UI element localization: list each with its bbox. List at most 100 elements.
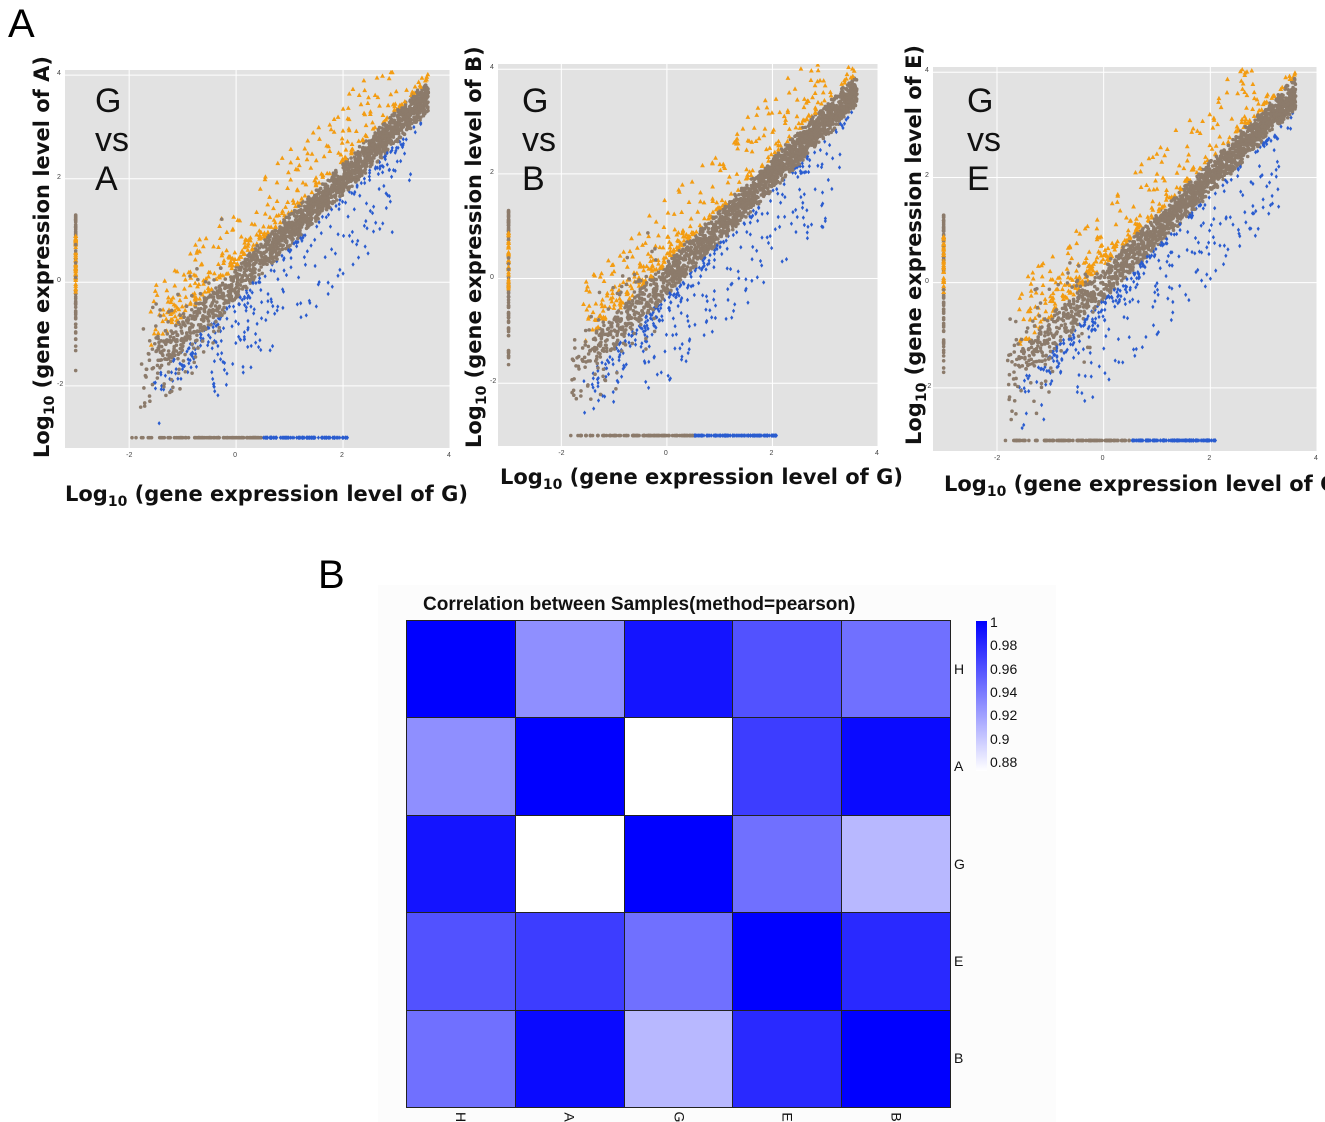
data-point	[245, 247, 251, 252]
data-point	[364, 164, 369, 169]
data-point	[289, 255, 293, 261]
data-point	[383, 117, 389, 122]
data-point	[341, 180, 346, 184]
data-point	[842, 80, 848, 85]
data-point	[389, 174, 394, 179]
data-point	[266, 435, 270, 440]
data-point	[710, 235, 714, 239]
data-point	[356, 238, 360, 244]
data-point	[335, 198, 339, 202]
data-point	[163, 316, 169, 321]
data-point	[216, 329, 221, 333]
data-point	[805, 156, 809, 161]
data-point	[279, 155, 285, 160]
data-point	[656, 270, 661, 274]
data-point	[844, 71, 850, 77]
data-point	[627, 295, 632, 301]
data-point	[279, 210, 285, 216]
data-point	[270, 343, 275, 349]
data-point	[209, 322, 213, 327]
x-axis-label: Log10 (gene expression level of G)	[65, 482, 468, 511]
data-point	[616, 348, 620, 354]
data-point	[751, 208, 755, 213]
data-point	[745, 201, 750, 205]
data-point	[399, 142, 403, 147]
data-point	[609, 271, 615, 276]
data-point	[174, 343, 179, 348]
data-point	[387, 167, 392, 172]
data-point	[295, 167, 301, 172]
data-point	[141, 435, 145, 440]
data-point	[366, 94, 371, 100]
data-point	[246, 241, 251, 246]
data-point	[798, 163, 802, 169]
data-point	[343, 169, 347, 174]
data-point	[231, 288, 235, 293]
data-point	[73, 316, 78, 321]
data-point	[305, 249, 309, 254]
data-point	[328, 179, 332, 183]
data-point	[193, 317, 198, 321]
data-point	[223, 277, 228, 281]
data-point	[730, 227, 735, 232]
data-point	[653, 272, 658, 276]
data-point	[225, 435, 229, 440]
data-point	[164, 287, 170, 293]
data-point	[251, 242, 256, 247]
data-point	[233, 309, 237, 314]
data-point	[302, 146, 308, 151]
data-point	[159, 435, 164, 440]
data-point	[356, 177, 361, 182]
data-point	[295, 222, 300, 227]
data-point	[300, 214, 305, 218]
data-point	[162, 435, 167, 440]
data-point	[130, 435, 134, 440]
data-point	[224, 247, 230, 253]
data-point	[401, 137, 405, 142]
data-point	[365, 148, 370, 153]
data-point	[276, 277, 280, 282]
data-point	[691, 241, 696, 245]
data-point	[368, 208, 372, 214]
data-point	[243, 263, 248, 268]
data-point	[211, 295, 216, 299]
data-point	[388, 119, 393, 124]
data-point	[587, 289, 592, 294]
data-point	[254, 340, 258, 345]
data-point	[351, 262, 355, 267]
data-point	[151, 298, 157, 304]
data-point	[307, 204, 311, 209]
data-point	[281, 305, 285, 311]
data-point	[313, 202, 318, 206]
data-point	[424, 100, 429, 104]
data-point	[742, 210, 746, 214]
data-point	[309, 216, 314, 220]
data-point	[207, 314, 212, 318]
data-point	[596, 351, 601, 355]
data-point	[385, 134, 390, 138]
data-point	[342, 166, 347, 171]
data-point	[287, 226, 292, 230]
data-point	[780, 153, 785, 158]
data-point	[309, 189, 315, 195]
data-point	[189, 322, 194, 326]
data-point	[211, 243, 216, 249]
data-point	[216, 290, 220, 295]
data-point	[187, 269, 193, 274]
data-point	[355, 242, 359, 247]
data-point	[195, 338, 199, 343]
data-point	[394, 148, 398, 153]
data-point	[203, 235, 209, 241]
data-point	[206, 269, 212, 275]
data-point	[285, 185, 290, 190]
data-point	[294, 229, 298, 234]
data-point	[183, 294, 189, 299]
data-point	[194, 364, 199, 369]
data-point	[425, 93, 430, 97]
data-point	[367, 152, 371, 156]
data-point	[166, 320, 170, 324]
data-point	[211, 324, 215, 330]
data-point	[694, 261, 698, 265]
data-point	[361, 78, 367, 83]
data-point	[237, 272, 242, 277]
